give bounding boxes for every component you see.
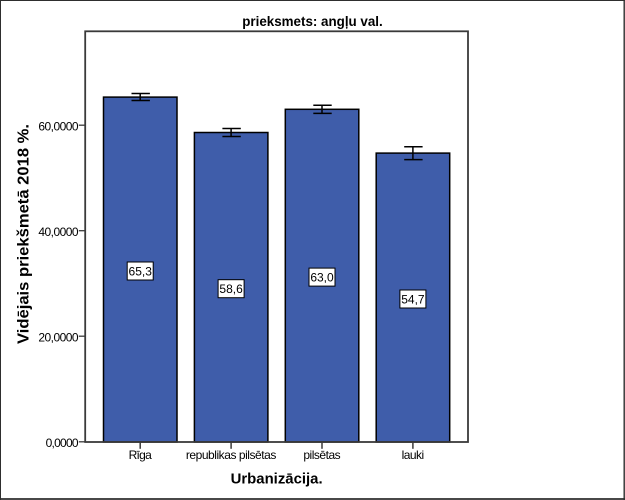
svg-text:lauki: lauki: [402, 448, 425, 462]
svg-text:pilsētas: pilsētas: [303, 448, 340, 462]
svg-text:Vidējais priekšmetā 2018 %.: Vidējais priekšmetā 2018 %.: [15, 124, 32, 344]
svg-text:0,0000: 0,0000: [46, 436, 79, 450]
svg-text:20,0000: 20,0000: [38, 330, 79, 344]
svg-text:65,3: 65,3: [129, 264, 153, 278]
svg-text:63,0: 63,0: [310, 270, 334, 284]
svg-text:republikas pilsētas: republikas pilsētas: [186, 448, 277, 462]
svg-text:Rīga: Rīga: [129, 448, 153, 462]
svg-text:40,0000: 40,0000: [38, 225, 79, 239]
svg-text:54,7: 54,7: [401, 292, 425, 306]
svg-text:Urbanizācija.: Urbanizācija.: [231, 472, 323, 488]
svg-text:60,0000: 60,0000: [38, 119, 79, 133]
svg-text:58,6: 58,6: [219, 282, 243, 296]
svg-text:prieksmets: angļu val.: prieksmets: angļu val.: [242, 13, 383, 29]
